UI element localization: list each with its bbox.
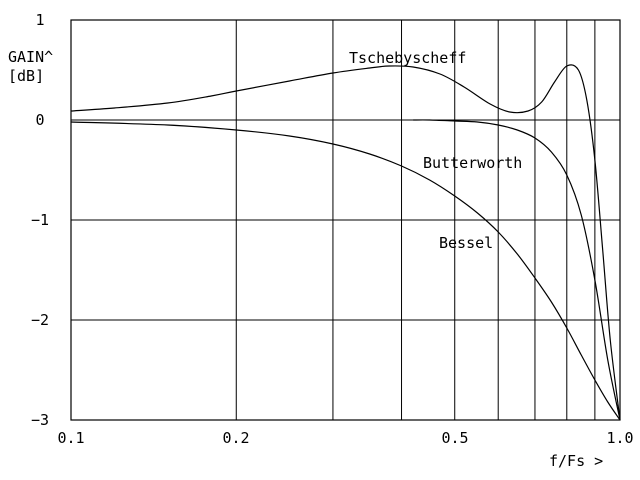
y-axis-label-line2: [dB] [8,67,44,85]
grid [70,19,621,421]
y-tick-label-minus1: −1 [31,211,49,229]
x-tick-label-0.5: 0.5 [441,429,468,447]
series-line-butterworth [413,119,621,421]
series-label-butterworth: Butterworth [423,154,522,172]
y-tick-label-minus2: −2 [31,311,49,329]
y-tick-labels: 1 0 −1 −2 −3 [31,11,49,429]
series-line-tschebyscheff [70,64,621,421]
series-line-bessel [70,121,621,421]
series-label-bessel: Bessel [439,234,493,252]
x-tick-label-0.1: 0.1 [57,429,84,447]
x-tick-label-0.2: 0.2 [222,429,249,447]
series-label-tschebyscheff: Tschebyscheff [349,49,466,67]
x-tick-label-1.0: 1.0 [606,429,633,447]
x-axis-label: f/Fs > [549,452,603,470]
series-lines [70,64,621,421]
y-tick-label-1: 1 [35,11,44,29]
y-axis-label-line1: GAIN^ [8,48,53,66]
x-tick-labels: 0.1 0.2 0.5 1.0 [57,429,633,447]
y-tick-label-minus3: −3 [31,411,49,429]
y-tick-label-0: 0 [35,111,44,129]
